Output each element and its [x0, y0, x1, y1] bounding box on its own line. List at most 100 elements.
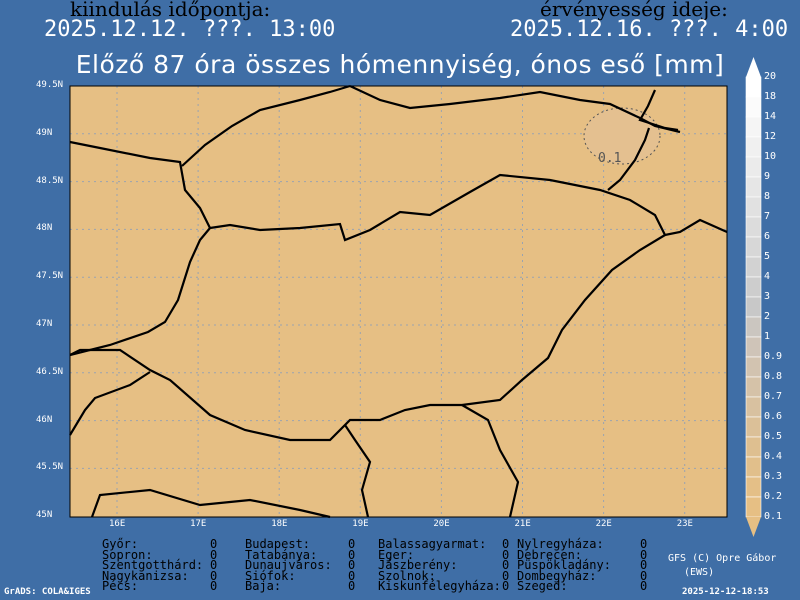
- station-value: 0: [210, 558, 218, 572]
- colorbar-label: 8: [764, 191, 771, 202]
- colorbar-swatch: [745, 376, 762, 398]
- colorbar-label: 20: [764, 71, 777, 82]
- colorbar-swatch: [745, 336, 762, 358]
- station-name: Nagykanizsa:: [102, 568, 189, 583]
- colorbar-swatch: [745, 436, 762, 458]
- lon-label: 22E: [595, 519, 612, 529]
- station-value: 0: [502, 537, 510, 551]
- colorbar-label: 0.2: [764, 491, 783, 502]
- lon-label: 17E: [190, 519, 207, 529]
- colorbar-label: 0.7: [764, 391, 783, 402]
- lat-label: 48.5N: [36, 175, 64, 186]
- station-value: 0: [210, 547, 218, 562]
- colorbar-swatch: [745, 256, 762, 278]
- station-value: 0: [502, 568, 510, 583]
- station-name: Győr:: [102, 537, 139, 551]
- contour-label: 0.1: [598, 151, 621, 166]
- station-name: Siófok:: [245, 568, 296, 583]
- generated-timestamp: 2025-12-12-18:53: [682, 587, 769, 597]
- colorbar-label: 0.6: [764, 411, 783, 422]
- colorbar-swatch: [745, 96, 762, 118]
- station-name: Sopron:: [102, 547, 153, 562]
- lon-label: 21E: [514, 519, 531, 529]
- colorbar-swatch: [745, 276, 762, 298]
- station-name: Szeged:: [517, 579, 568, 593]
- lon-label: 16E: [109, 519, 126, 529]
- colorbar-label: 4: [764, 271, 771, 282]
- valid-time-value: 2025.12.16. ???. 4:00: [510, 17, 789, 42]
- station-name: Szolnok:: [378, 568, 436, 583]
- station-name: Tatabánya:: [245, 547, 318, 562]
- colorbar-label: 3: [764, 291, 771, 302]
- station-name: Kiskunfélegyháza:: [378, 579, 501, 593]
- station-name: Szentgotthárd:: [102, 558, 204, 572]
- colorbar-label: 18: [764, 91, 777, 102]
- colorbar-label: 14: [764, 111, 777, 122]
- colorbar-label: 9: [764, 171, 771, 182]
- colorbar-label: 0.4: [764, 451, 783, 462]
- lat-label: 47.5N: [36, 271, 64, 282]
- colorbar-swatch: [745, 416, 762, 438]
- colorbar-swatch: [745, 296, 762, 318]
- station-value: 0: [210, 537, 218, 551]
- station-value: 0: [502, 579, 510, 593]
- colorbar-min-arrow: [746, 517, 761, 537]
- colorbar-swatch: [745, 216, 762, 238]
- lat-label: 46N: [36, 414, 53, 425]
- station-value: 0: [348, 568, 356, 583]
- station-value: 0: [210, 568, 218, 583]
- lon-label: 18E: [271, 519, 288, 529]
- colorbar-label: 10: [764, 151, 777, 162]
- colorbar-label: 0.3: [764, 471, 783, 482]
- station-name: Dombegyház:: [517, 568, 597, 583]
- station-value: 0: [640, 568, 648, 583]
- colorbar-swatch: [745, 116, 762, 138]
- station-value: 0: [348, 547, 356, 562]
- grads-credit: GrADS: COLA&IGES: [4, 587, 91, 597]
- lat-label: 49N: [36, 127, 53, 138]
- colorbar-label: 12: [764, 131, 777, 142]
- model-credit: GFS (C) Opre Gábor: [668, 553, 777, 564]
- lon-label: 19E: [352, 519, 369, 529]
- colorbar-swatch: [745, 196, 762, 218]
- colorbar-swatch: [745, 456, 762, 478]
- lat-label: 45.5N: [36, 462, 64, 473]
- colorbar-swatch: [745, 356, 762, 378]
- colorbar-swatch: [745, 76, 762, 98]
- colorbar-label: 2: [764, 311, 771, 322]
- colorbar-swatch: [745, 136, 762, 158]
- station-name: Debrecen:: [517, 547, 583, 562]
- station-value: 0: [210, 579, 218, 593]
- colorbar-label: 6: [764, 231, 771, 242]
- colorbar-label: 0.8: [764, 371, 783, 382]
- station-name: Pécs:: [102, 579, 139, 593]
- colorbar-label: 5: [764, 251, 771, 262]
- lat-label: 47N: [36, 319, 53, 329]
- colorbar-swatch: [745, 396, 762, 418]
- station-value: 0: [640, 537, 648, 551]
- colorbar-swatch: [745, 156, 762, 178]
- station-name: Dunaujváros:: [245, 558, 332, 572]
- station-name: Eger:: [378, 547, 415, 562]
- lon-label: 20E: [433, 519, 450, 529]
- station-value: 0: [640, 579, 648, 593]
- colorbar-swatch: [745, 316, 762, 338]
- station-value: 0: [640, 547, 648, 562]
- init-time-value: 2025.12.12. ???. 13:00: [44, 17, 336, 42]
- colorbar: [745, 57, 762, 537]
- lat-label: 45N: [36, 510, 53, 521]
- colorbar-swatch: [745, 236, 762, 258]
- station-value: 0: [348, 558, 356, 572]
- colorbar-label: 0.1: [764, 511, 783, 522]
- colorbar-swatch: [745, 176, 762, 198]
- lon-label: 23E: [676, 519, 693, 529]
- colorbar-label: 1: [764, 331, 771, 342]
- lat-label: 48N: [36, 223, 53, 234]
- colorbar-swatch: [745, 496, 762, 518]
- colorbar-label: 0.5: [764, 431, 783, 442]
- station-value: 0: [348, 579, 356, 593]
- station-name: Balassagyarmat:: [378, 537, 487, 551]
- valid-time-label: érvényesség ideje:: [540, 0, 728, 21]
- model-credit-ews: (EWS): [684, 567, 715, 578]
